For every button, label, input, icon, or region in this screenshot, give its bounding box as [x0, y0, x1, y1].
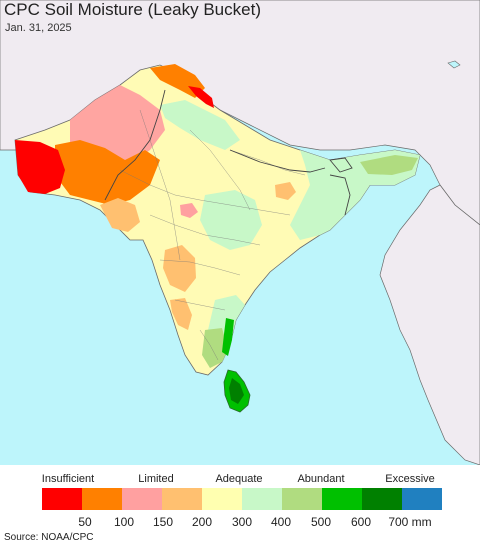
legend-swatch-3 — [162, 488, 202, 510]
patch-orange-east — [275, 182, 296, 200]
legend-tick: 300 — [231, 515, 253, 529]
patch-orange-gujarat — [100, 198, 140, 232]
legend-swatch-7 — [322, 488, 362, 510]
patch-insufficient-west — [15, 140, 65, 194]
patch-green-central — [200, 190, 262, 250]
patch-red-kashmir — [188, 86, 214, 108]
sri-lanka-core — [229, 378, 244, 404]
country-boundaries — [104, 89, 353, 216]
map-date: Jan. 31, 2025 — [5, 22, 72, 34]
legend-tick: 600 — [350, 515, 372, 529]
legend-swatch-1 — [82, 488, 122, 510]
legend-tick: 700 mm — [388, 515, 432, 529]
patch-abundant-south — [202, 328, 228, 368]
legend-category-limited: Limited — [138, 473, 174, 485]
legend: Insufficient Limited Adequate Abundant E… — [0, 465, 480, 535]
source-credit: Source: NOAA/CPC — [4, 532, 94, 543]
state-boundaries — [119, 109, 306, 361]
legend-swatch-0 — [42, 488, 82, 510]
lake-marker — [447, 60, 461, 69]
map-svg — [0, 0, 480, 465]
legend-swatch-9 — [402, 488, 442, 510]
legend-category-abundant: Abundant — [297, 473, 345, 485]
legend-color-bar — [42, 488, 442, 510]
patch-limited-south — [170, 298, 192, 330]
legend-swatch-6 — [282, 488, 322, 510]
legend-tick: 500 — [310, 515, 332, 529]
legend-tick: 200 — [191, 515, 213, 529]
legend-swatch-2 — [122, 488, 162, 510]
legend-tick: 150 — [152, 515, 174, 529]
legend-swatch-8 — [362, 488, 402, 510]
legend-swatch-5 — [242, 488, 282, 510]
map-title: CPC Soil Moisture (Leaky Bucket) — [4, 0, 261, 19]
outside-land-east — [379, 184, 480, 465]
soil-moisture-map — [0, 0, 480, 465]
patch-wet-tamilnadu — [222, 318, 234, 356]
patch-moderate-central — [163, 245, 196, 292]
patch-green-himalaya — [160, 100, 240, 150]
legend-category-insufficient: Insufficient — [41, 473, 95, 485]
patch-dry-orange-west — [55, 140, 160, 205]
legend-tick: 400 — [270, 515, 292, 529]
legend-tick: 100 — [113, 515, 135, 529]
patch-abundant-assam — [360, 155, 418, 175]
legend-tick: 50 — [78, 515, 92, 529]
legend-category-adequate: Adequate — [215, 473, 263, 485]
legend-category-excessive: Excessive — [385, 473, 435, 485]
patch-pink-central — [180, 203, 198, 218]
legend-swatch-4 — [202, 488, 242, 510]
